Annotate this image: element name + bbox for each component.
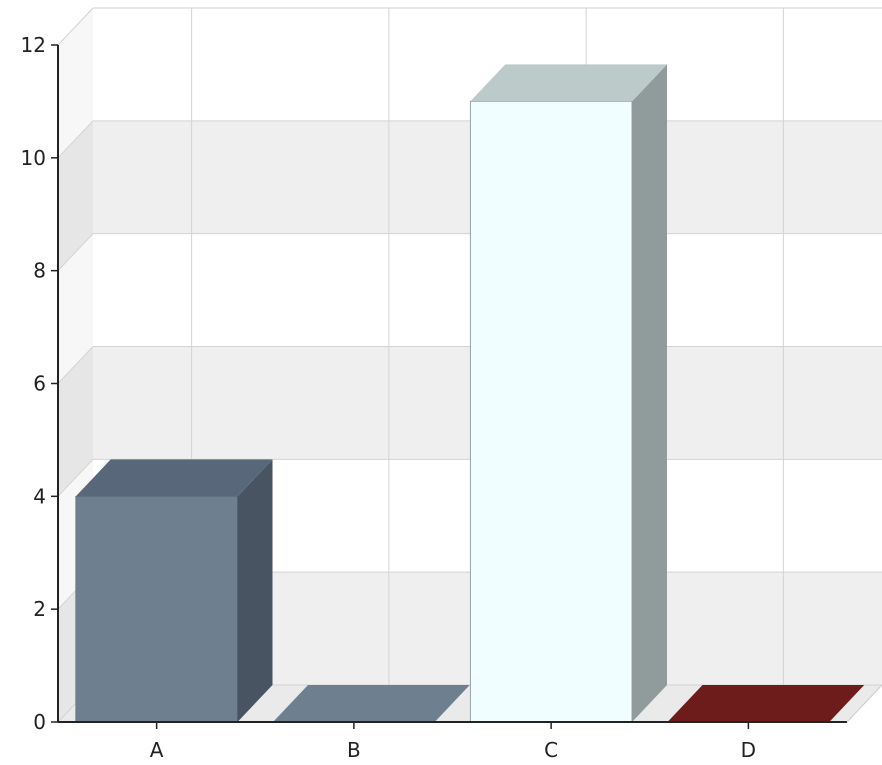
y-tick-label: 4 xyxy=(33,484,46,508)
side-band xyxy=(58,8,93,158)
y-tick-label: 8 xyxy=(33,259,46,283)
x-tick-label-d: D xyxy=(741,738,756,762)
side-band xyxy=(58,120,93,271)
bar-c-top xyxy=(470,64,667,102)
bar-a-side xyxy=(237,459,273,722)
bar-a-top xyxy=(75,459,273,497)
bar-d-flat xyxy=(667,685,865,722)
x-tick-label-c: C xyxy=(544,738,558,762)
side-band xyxy=(58,346,93,497)
bar-a-front xyxy=(75,496,238,723)
side-band xyxy=(58,233,93,384)
grid-line-side xyxy=(57,346,94,384)
y-tick-label: 0 xyxy=(33,710,46,734)
y-tick-label: 2 xyxy=(33,597,46,621)
grid-line-side xyxy=(57,233,94,272)
x-tick-label-a: A xyxy=(150,738,164,762)
bar-c-side xyxy=(631,64,667,722)
grid-line-side xyxy=(57,458,94,497)
floor-edge xyxy=(846,684,882,723)
y-tick-label: 6 xyxy=(33,372,46,396)
bar-b-flat xyxy=(273,685,470,722)
grid-line-side xyxy=(57,7,94,46)
y-tick-label: 12 xyxy=(21,33,46,57)
grid-line-side xyxy=(57,120,94,159)
y-tick-label: 10 xyxy=(21,146,46,170)
bar-c-front xyxy=(469,101,633,723)
x-tick-label-b: B xyxy=(347,738,361,762)
